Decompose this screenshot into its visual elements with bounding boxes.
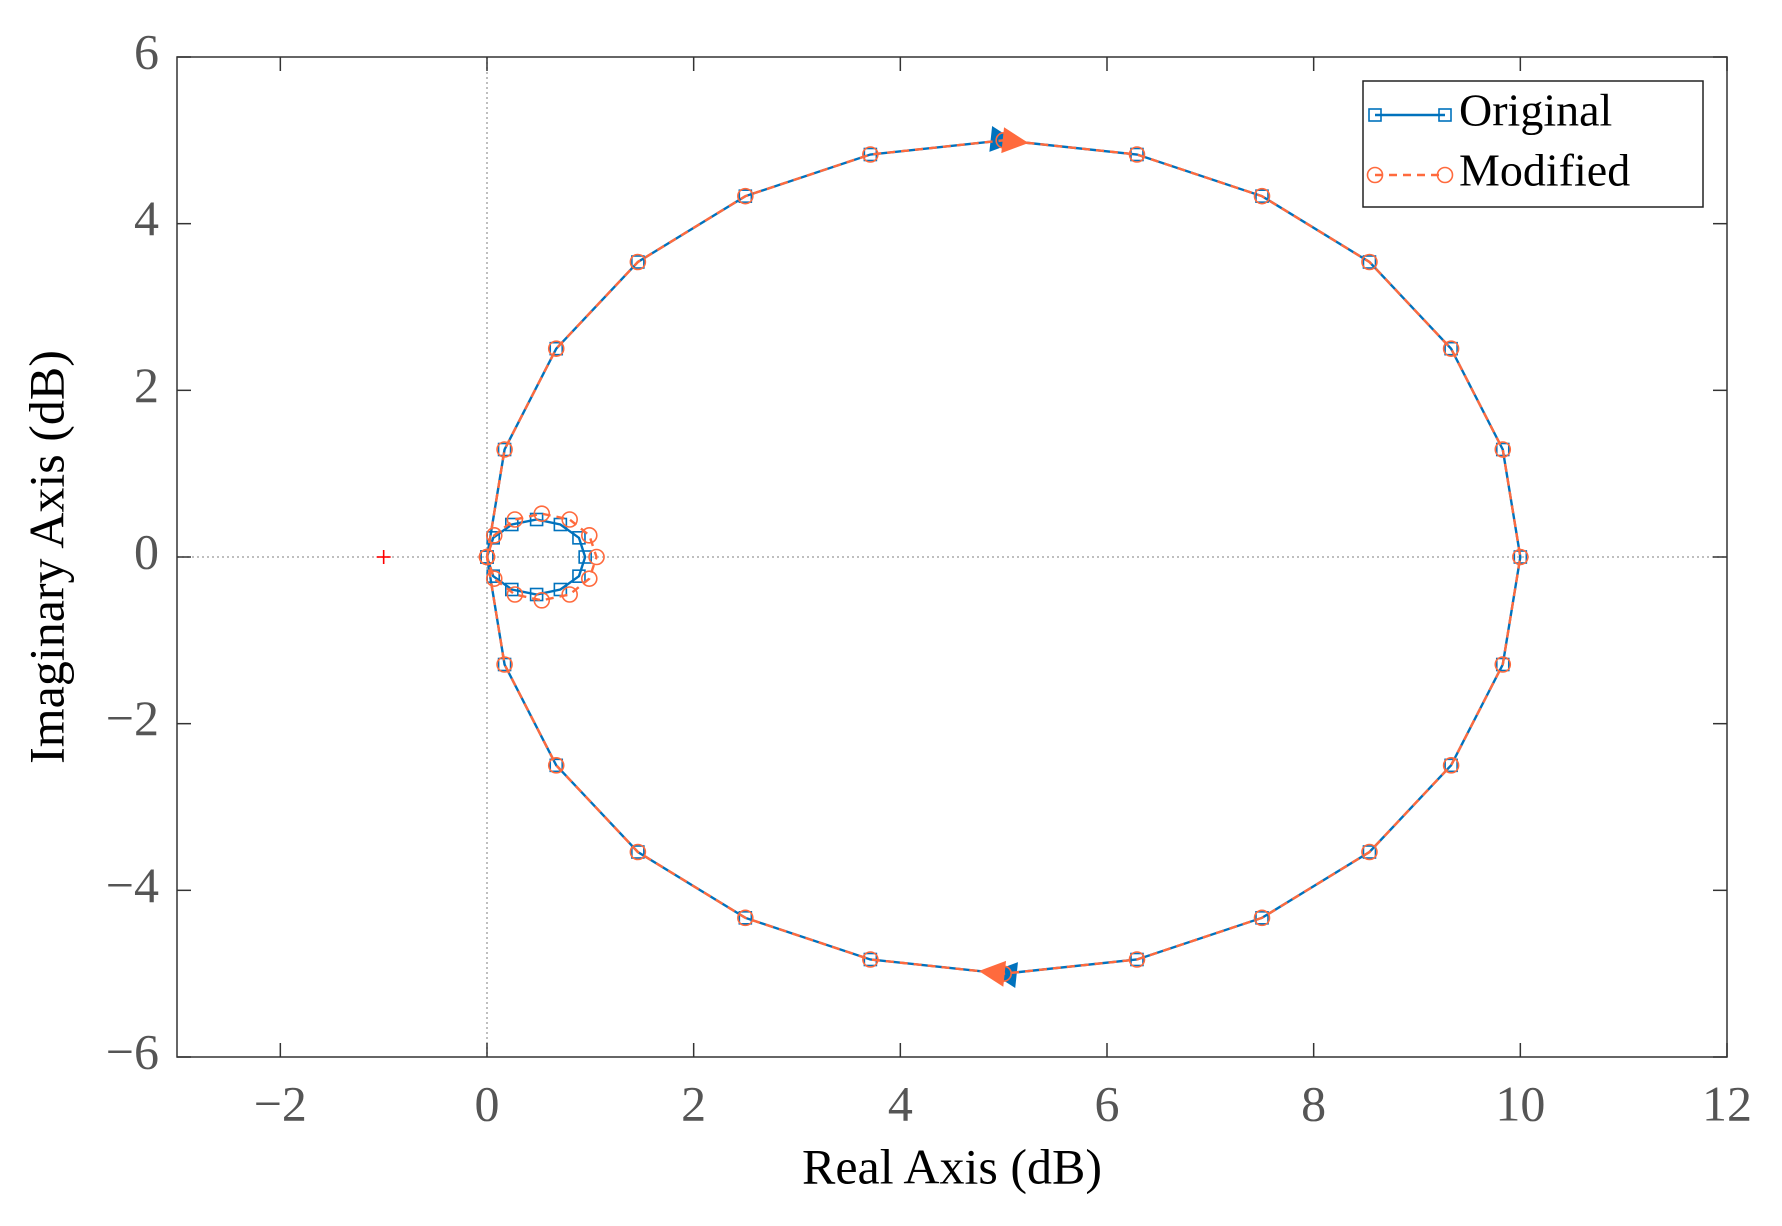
marker	[1436, 166, 1454, 184]
x-tick-label: 4	[888, 1075, 913, 1131]
y-tick-label: 4	[134, 190, 159, 246]
marker	[506, 511, 524, 528]
marker	[1253, 187, 1271, 205]
marker	[572, 569, 586, 583]
marker	[547, 757, 565, 774]
x-tick-label: 2	[681, 1075, 706, 1131]
marker	[1442, 340, 1460, 357]
marker	[533, 505, 551, 522]
marker	[1130, 952, 1144, 967]
y-tick-label: −6	[106, 1023, 159, 1079]
marker	[1494, 656, 1512, 673]
y-tick-label: −4	[106, 857, 159, 913]
x-tick-label: 10	[1495, 1075, 1545, 1131]
marker	[1255, 189, 1269, 203]
legend: Original Modified	[1362, 80, 1704, 208]
marker	[1361, 843, 1378, 861]
marker	[547, 340, 565, 357]
direction-arrow	[1001, 127, 1029, 154]
marker	[549, 758, 564, 773]
marker	[485, 527, 503, 544]
plot-frame	[176, 56, 1728, 1058]
x-tick-label: 12	[1702, 1075, 1752, 1131]
marker	[1444, 758, 1458, 773]
marker	[1438, 108, 1452, 122]
x-axis-label: Real Axis (dB)	[802, 1138, 1102, 1194]
marker	[578, 550, 592, 564]
marker	[580, 527, 598, 544]
y-tick-label: 0	[134, 523, 159, 579]
x-tick-label: 6	[1095, 1075, 1120, 1131]
y-axis-label: Imaginary Axis (dB)	[18, 350, 74, 764]
legend-box	[1362, 80, 1704, 208]
marker	[561, 586, 578, 603]
marker	[629, 253, 647, 271]
marker	[580, 570, 598, 587]
y-tick-label: 2	[134, 357, 159, 413]
marker	[1362, 845, 1377, 859]
marker	[529, 587, 544, 602]
marker	[1253, 909, 1271, 927]
marker	[738, 911, 753, 925]
marker	[506, 586, 524, 603]
marker	[1128, 146, 1146, 163]
marker	[737, 187, 754, 205]
marker	[572, 531, 586, 545]
x-tick-label: 8	[1301, 1075, 1326, 1131]
marker	[629, 843, 647, 861]
marker	[1442, 757, 1460, 774]
marker	[588, 548, 605, 566]
marker	[1366, 166, 1384, 184]
marker	[631, 845, 645, 859]
y-tick-label: −2	[106, 690, 159, 746]
marker	[738, 189, 753, 203]
marker	[496, 656, 513, 673]
marker	[496, 441, 513, 458]
legend-label: Original	[1459, 85, 1612, 136]
marker	[478, 548, 496, 566]
marker	[1255, 911, 1269, 925]
marker	[1444, 341, 1458, 356]
marker	[504, 582, 519, 597]
marker	[631, 255, 645, 269]
direction-arrow	[978, 960, 1007, 987]
marker	[561, 511, 578, 528]
y-tick-label: 6	[134, 23, 159, 79]
marker	[1368, 108, 1382, 122]
marker	[862, 951, 879, 968]
legend-label: Modified	[1459, 145, 1630, 196]
marker	[504, 517, 519, 532]
marker	[485, 570, 503, 587]
x-tick-label: −2	[254, 1075, 307, 1131]
marker	[549, 341, 564, 356]
marker	[1128, 951, 1146, 968]
x-tick-label: 0	[475, 1075, 500, 1131]
marker	[862, 146, 879, 163]
marker	[1494, 441, 1512, 458]
marker	[533, 592, 551, 609]
marker	[1361, 253, 1378, 271]
marker	[737, 909, 754, 927]
marker	[1362, 255, 1377, 269]
critical-point	[376, 550, 391, 564]
marker	[529, 512, 544, 527]
marker	[1512, 548, 1529, 566]
